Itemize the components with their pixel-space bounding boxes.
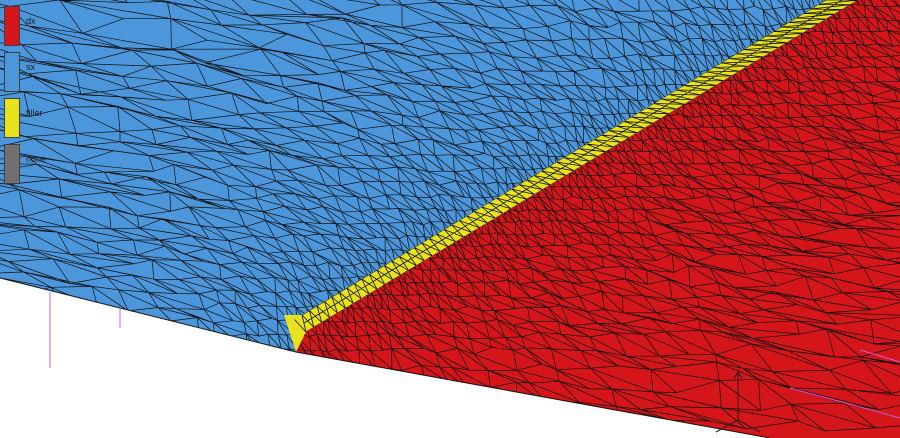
legend-label-none: none [26,154,47,164]
legend-label-sx: sx [26,62,35,72]
legend-item-none: none [4,144,64,184]
legend-item-dx: dx [4,6,64,46]
legend-item-filler: filler [4,98,64,138]
legend-swatch-filler [4,98,20,138]
legend-swatch-dx [4,6,20,46]
guide-line [859,349,900,363]
axis-triad-icon [715,371,761,433]
axis-y-icon [715,419,739,433]
mesh-outline [0,277,771,438]
legend-label-dx: dx [26,16,36,26]
legend-label-filler: filler [26,108,43,118]
guide-lines [49,292,900,419]
mesh-bottom-edge [0,277,771,438]
material-legend: dx sx filler none [4,6,64,190]
axis-x-icon [737,419,761,433]
legend-swatch-sx [4,52,20,92]
legend-swatch-none [4,144,20,184]
legend-item-sx: sx [4,52,64,92]
axis-arrowhead-icon [733,371,743,379]
guide-line [789,387,900,419]
